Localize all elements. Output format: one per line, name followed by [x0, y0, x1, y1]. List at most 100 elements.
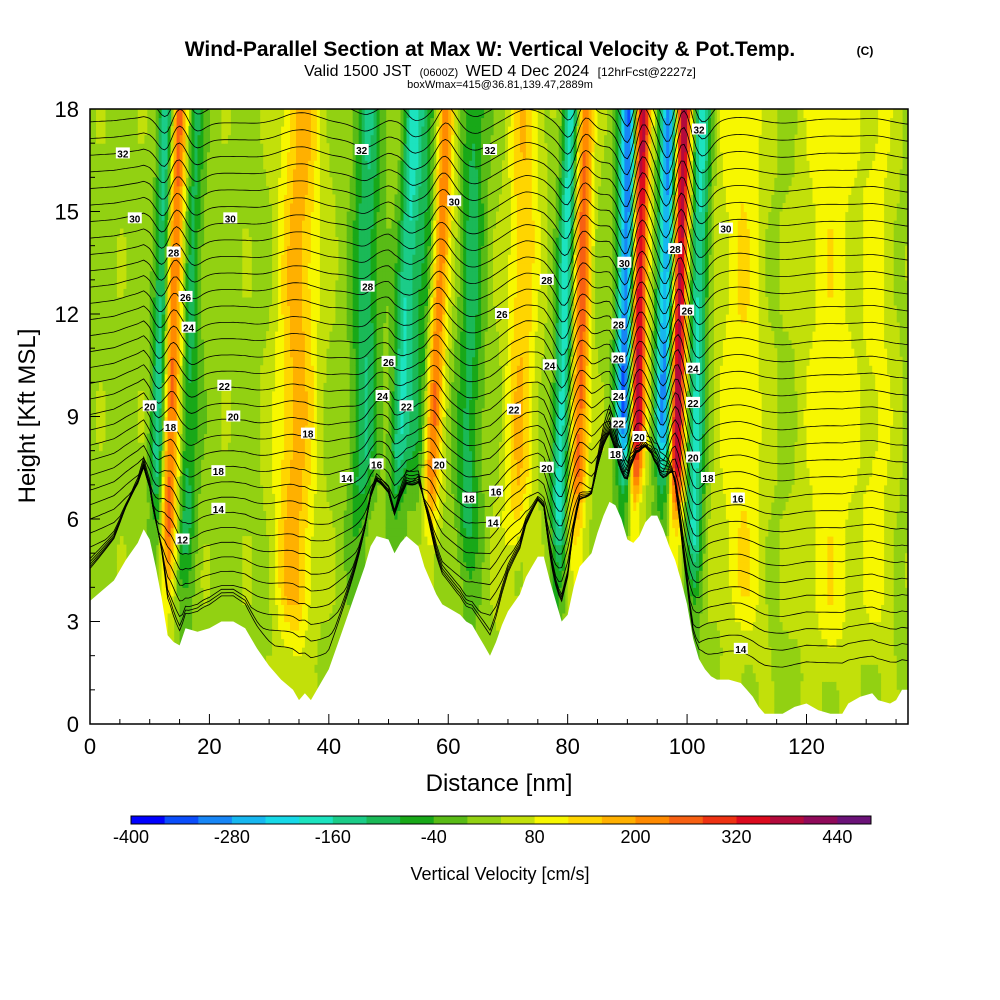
w-cell	[161, 177, 166, 187]
valid-time-line: Valid 1500 JST (0600Z) WED 4 Dec 2024 [1…	[304, 63, 696, 80]
w-cell	[367, 134, 372, 144]
w-cell	[191, 476, 196, 486]
w-cell	[388, 450, 393, 460]
w-cell	[188, 126, 193, 136]
w-cell	[331, 288, 336, 298]
w-cell	[287, 348, 291, 358]
w-cell	[454, 399, 458, 409]
w-cell	[442, 467, 446, 477]
w-cell	[203, 160, 207, 170]
w-cell	[161, 126, 166, 136]
w-cell	[403, 390, 408, 400]
w-cell	[385, 254, 390, 264]
w-cell	[269, 331, 273, 341]
w-cell	[275, 655, 279, 665]
w-cell	[355, 536, 360, 546]
w-cell	[439, 194, 443, 204]
w-cell	[287, 544, 291, 554]
w-cell	[119, 288, 124, 298]
w-cell	[379, 109, 384, 119]
w-cell	[424, 425, 428, 435]
w-cell	[152, 382, 157, 392]
w-cell	[409, 501, 413, 511]
w-cell	[361, 356, 366, 366]
w-cell	[319, 168, 324, 178]
w-cell	[445, 254, 449, 264]
w-cell	[460, 305, 464, 315]
w-cell	[319, 373, 324, 383]
w-cell	[164, 228, 169, 238]
w-cell	[296, 630, 300, 640]
w-cell	[161, 237, 166, 247]
w-cell	[263, 373, 267, 383]
w-cell	[349, 510, 354, 520]
w-cell	[281, 561, 285, 571]
w-cell	[316, 254, 321, 264]
w-cell	[197, 134, 202, 144]
w-cell	[424, 185, 428, 195]
w-cell	[278, 314, 282, 324]
w-cell	[448, 220, 452, 230]
w-cell	[412, 314, 416, 324]
w-cell	[319, 365, 324, 375]
w-cell	[278, 390, 282, 400]
w-cell	[161, 587, 166, 597]
w-cell	[406, 220, 411, 230]
w-cell	[451, 459, 455, 469]
w-cell	[188, 595, 193, 605]
w-cell	[293, 160, 297, 170]
w-cell	[334, 262, 339, 272]
w-cell	[155, 168, 160, 178]
w-cell	[412, 177, 416, 187]
w-cell	[328, 604, 333, 614]
w-cell	[451, 279, 455, 289]
w-cell	[424, 527, 428, 537]
w-cell	[296, 510, 300, 520]
w-cell	[346, 544, 351, 554]
w-cell	[352, 450, 357, 460]
w-cell	[460, 109, 464, 119]
w-cell	[319, 331, 324, 341]
w-cell	[197, 220, 202, 230]
w-cell	[367, 117, 372, 127]
w-cell	[275, 442, 279, 452]
w-cell	[322, 254, 327, 264]
w-cell	[155, 177, 160, 187]
w-cell	[370, 126, 375, 136]
w-cell	[310, 339, 315, 349]
w-cell	[310, 168, 315, 178]
w-cell	[307, 510, 312, 520]
w-cell	[370, 425, 375, 435]
w-cell	[293, 339, 297, 349]
w-cell	[349, 484, 354, 494]
w-cell	[346, 262, 351, 272]
w-cell	[290, 322, 294, 332]
w-cell	[176, 160, 181, 170]
w-cell	[299, 203, 303, 213]
w-cell	[152, 245, 157, 255]
w-cell	[457, 399, 461, 409]
w-cell	[427, 553, 431, 563]
w-cell	[185, 408, 190, 418]
w-cell	[221, 390, 225, 400]
w-cell	[376, 433, 381, 443]
w-cell	[427, 237, 431, 247]
w-cell	[176, 117, 181, 127]
w-cell	[439, 519, 443, 529]
w-cell	[302, 544, 306, 554]
w-cell	[191, 544, 196, 554]
w-cell	[367, 510, 372, 520]
w-cell	[299, 689, 303, 699]
w-cell	[296, 220, 300, 230]
w-cell	[152, 228, 157, 238]
w-cell	[275, 621, 279, 631]
w-cell	[442, 442, 446, 452]
w-cell	[176, 254, 181, 264]
w-cell	[170, 126, 175, 136]
w-cell	[331, 553, 336, 563]
w-cell	[164, 134, 169, 144]
w-cell	[442, 356, 446, 366]
w-cell	[191, 425, 196, 435]
w-cell	[191, 348, 196, 358]
w-cell	[185, 613, 190, 623]
